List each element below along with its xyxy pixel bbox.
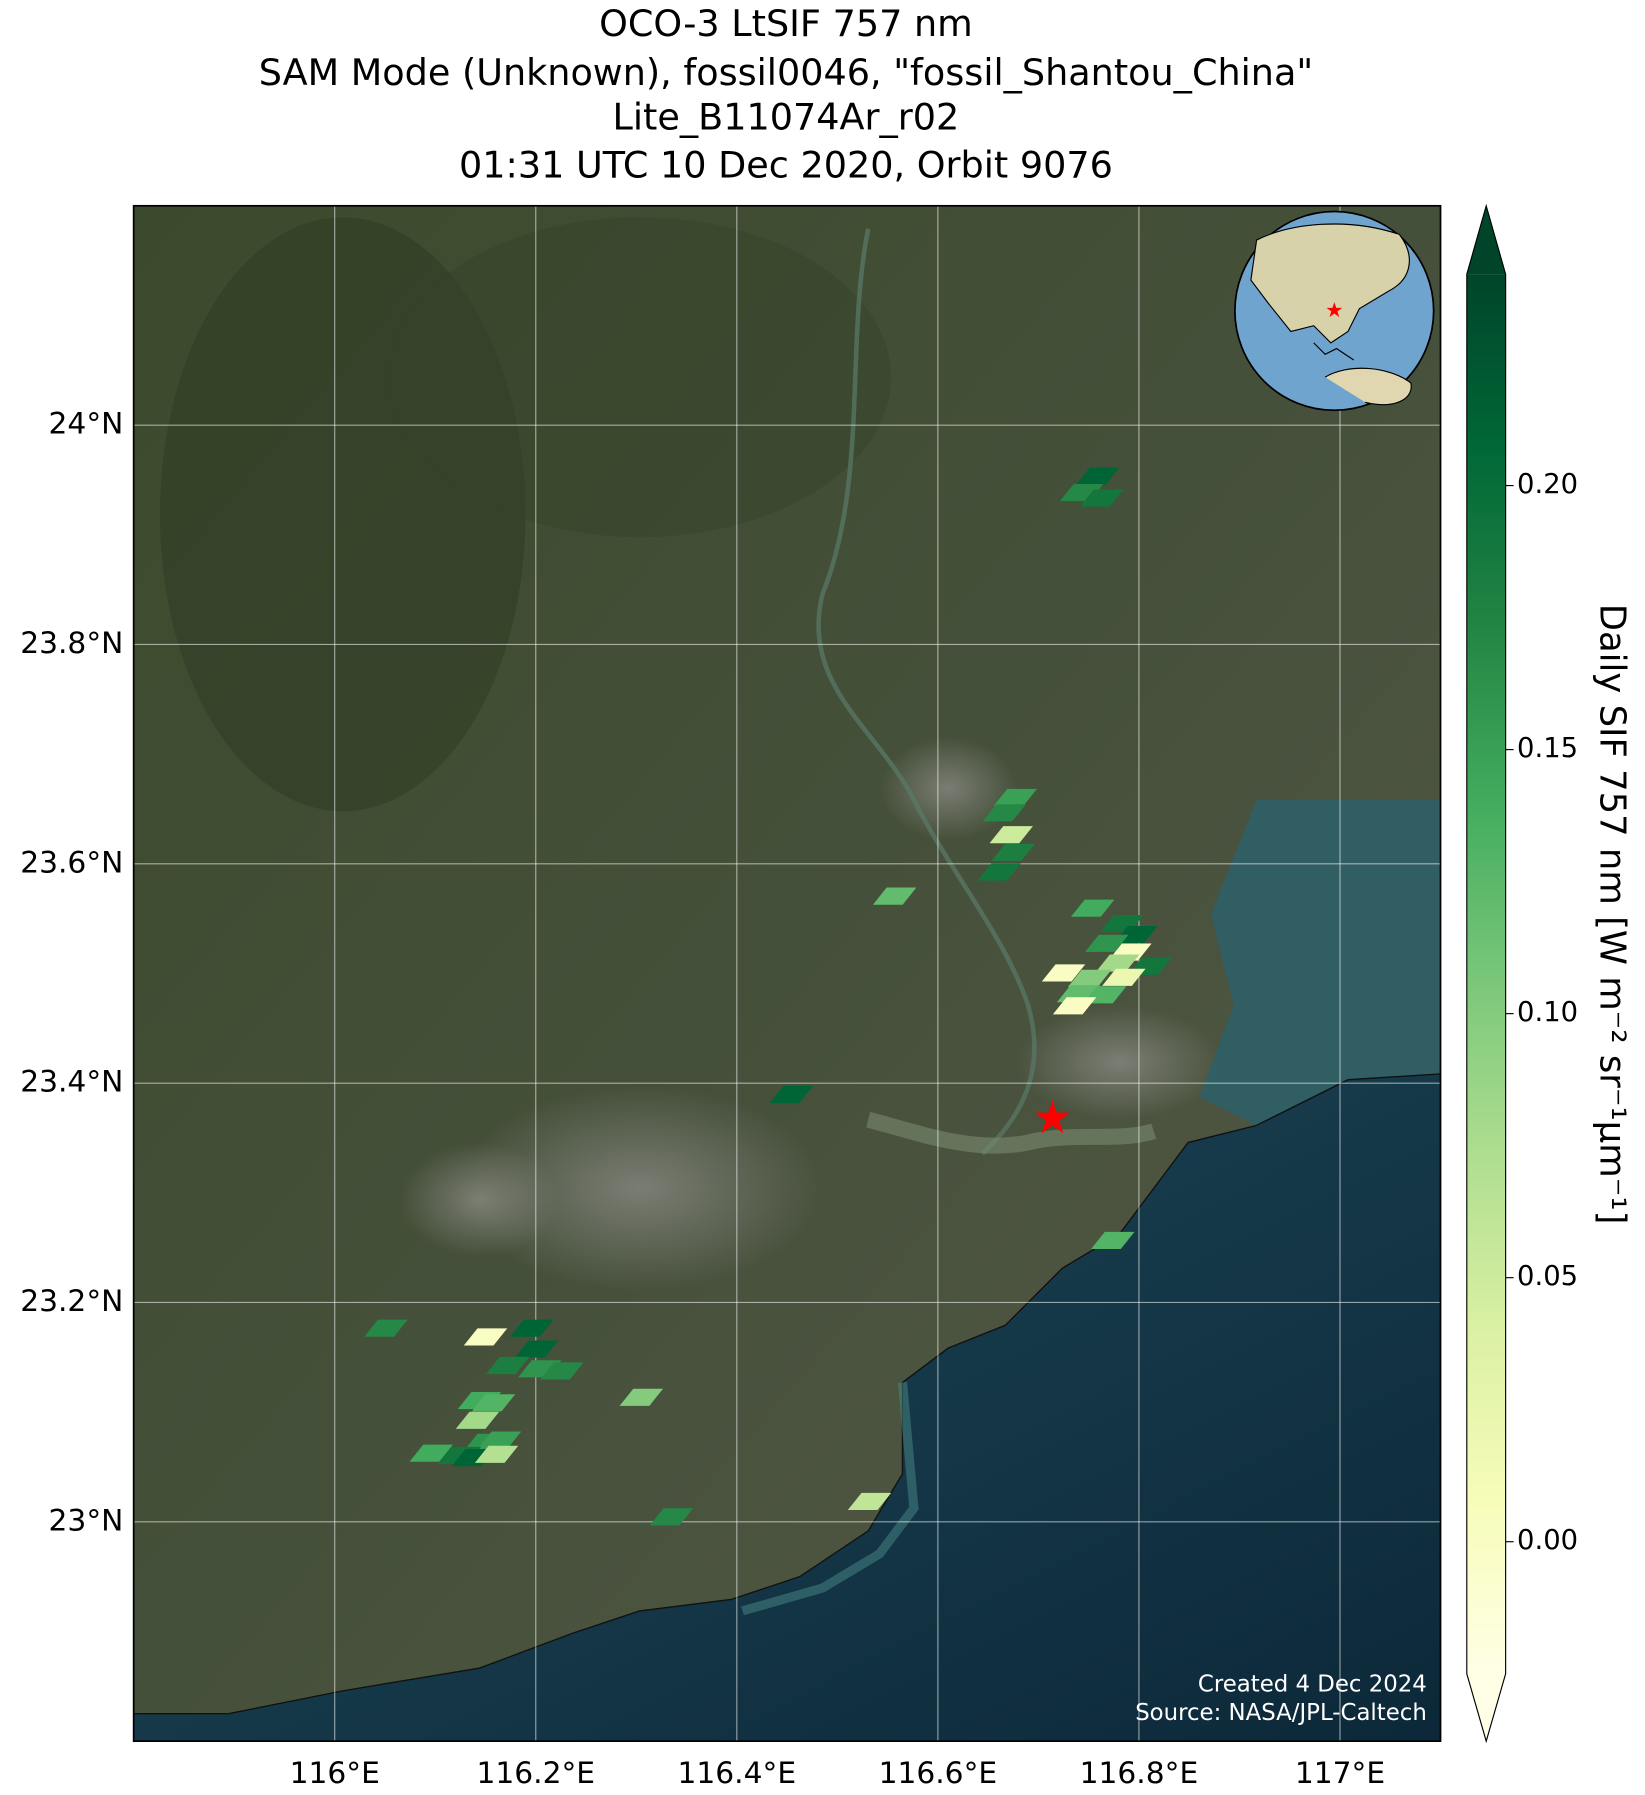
sif-footprint: [649, 1508, 694, 1526]
annotation: Created 4 Dec 2024: [1198, 1672, 1427, 1698]
sif-footprint: [485, 1356, 530, 1375]
colorbar: 0.00 0.05 0.10 0.15 0.20: [1466, 203, 1578, 1744]
sif-footprint: [847, 1492, 892, 1511]
sif-footprint: [409, 1444, 453, 1462]
sif-footprint: [455, 1411, 500, 1429]
sif-footprint: [471, 1394, 516, 1412]
y-tick-label: 24°N: [49, 407, 124, 442]
sif-footprint: [1076, 467, 1120, 485]
sif-footprint: [982, 804, 1026, 822]
sif-footprint: [1085, 934, 1129, 952]
y-tick-label: 23.6°N: [20, 845, 123, 880]
sif-footprint: [872, 887, 917, 905]
mountains: [388, 217, 892, 538]
bay: [1199, 799, 1441, 1126]
sif-footprint: [1041, 964, 1086, 982]
colorbar-label: Daily SIF 757 nm [W m⁻² sr⁻¹μm⁻¹]: [1592, 604, 1633, 1225]
globe-site: ★: [1325, 298, 1343, 322]
footprints: ★: [364, 467, 1172, 1526]
city: [879, 736, 1017, 840]
sif-footprint: [364, 1319, 408, 1337]
sif-footprint: [540, 1362, 584, 1380]
city: [399, 1142, 560, 1257]
basemap: [133, 205, 1441, 1742]
globe-land: [1250, 223, 1410, 344]
sif-footprint: [1052, 997, 1097, 1015]
y-tick-label: 23.4°N: [20, 1065, 123, 1100]
colorbar-tick-label: 0.05: [1517, 1261, 1578, 1292]
city: [1016, 1005, 1223, 1120]
colorbar-tick-label: 0.15: [1517, 733, 1578, 764]
sif-footprint: [989, 826, 1033, 844]
site-marker: ★: [1032, 1091, 1073, 1144]
chart-subtitle: Lite_B11074Ar_r02: [613, 95, 960, 138]
river: [816, 228, 1037, 1156]
y-tick-label: 23.8°N: [20, 626, 123, 661]
city: [456, 1085, 823, 1292]
sif-footprint: [510, 1319, 554, 1337]
colorbar-extend-top: [1466, 205, 1506, 275]
x-tick-label: 116.4°E: [678, 1756, 797, 1791]
sif-footprint: [477, 1431, 522, 1449]
x-tick-label: 116.6°E: [879, 1756, 998, 1791]
x-tick-label: 116.8°E: [1080, 1756, 1199, 1791]
y-tick-label: 23°N: [49, 1503, 124, 1538]
colorbar-tick-label: 0.00: [1517, 1525, 1578, 1556]
globe-land: [1324, 367, 1412, 406]
chart-title: OCO-3 LtSIF 757 nm: [599, 2, 973, 45]
chart-subtitle: 01:31 UTC 10 Dec 2020, Orbit 9076: [459, 143, 1113, 186]
sif-footprint: [977, 863, 1021, 881]
title-block: OCO-3 LtSIF 757 nm SAM Mode (Unknown), f…: [259, 2, 1313, 187]
globe-islands: [1313, 342, 1355, 361]
shallows: [741, 1382, 919, 1616]
sif-footprint: [1067, 969, 1112, 987]
sif-footprint: [1070, 899, 1115, 917]
annotation: Source: NASA/JPL-Caltech: [1135, 1700, 1427, 1726]
inset-globe: ★: [1234, 210, 1435, 412]
colorbar-tick-label: 0.10: [1517, 997, 1578, 1028]
sif-footprint: [1096, 954, 1140, 972]
sif-footprint: [463, 1328, 508, 1346]
x-tick-label: 116°E: [290, 1756, 380, 1791]
colorbar-body: [1466, 274, 1506, 1674]
sif-footprint: [1102, 968, 1146, 986]
colorbar-outline: [1466, 203, 1507, 1744]
estuary: [866, 1111, 1157, 1154]
colorbar-tick-label: 0.20: [1517, 469, 1578, 500]
sif-footprint: [769, 1086, 813, 1104]
sif-footprint: [1080, 489, 1124, 507]
sif-footprint: [991, 843, 1035, 861]
x-tick-label: 116.2°E: [476, 1756, 595, 1791]
sif-footprint: [619, 1388, 664, 1406]
sif-footprint: [1091, 1231, 1135, 1250]
x-tick-label: 117°E: [1295, 1756, 1385, 1791]
grid: [133, 205, 1441, 1742]
chart-subtitle: SAM Mode (Unknown), fossil0046, "fossil_…: [259, 51, 1313, 94]
sif-footprint: [515, 1340, 559, 1358]
map-frame: [132, 204, 1442, 1742]
y-tick-label: 23.2°N: [20, 1284, 123, 1319]
sif-footprint: [993, 788, 1037, 806]
colorbar-extend-bottom: [1466, 1673, 1506, 1742]
sif-footprint: [474, 1445, 519, 1463]
